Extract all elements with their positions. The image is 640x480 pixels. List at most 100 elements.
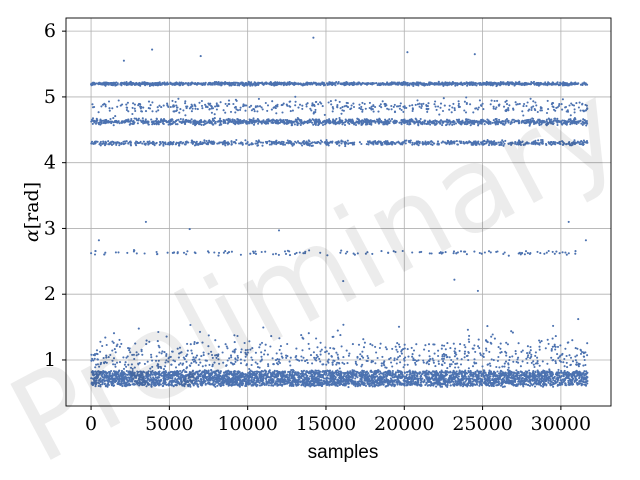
data-point bbox=[411, 353, 414, 356]
data-point bbox=[385, 348, 388, 351]
data-point bbox=[530, 361, 533, 364]
data-point bbox=[400, 350, 403, 353]
data-point bbox=[551, 359, 554, 362]
data-point bbox=[483, 369, 486, 372]
data-point bbox=[403, 343, 406, 346]
data-point bbox=[488, 350, 491, 353]
data-point bbox=[366, 377, 369, 380]
data-point bbox=[476, 380, 479, 383]
data-point bbox=[443, 375, 446, 378]
data-point bbox=[292, 369, 295, 372]
data-point bbox=[560, 374, 563, 378]
data-point bbox=[427, 349, 430, 353]
data-point bbox=[529, 345, 532, 349]
data-point bbox=[375, 379, 378, 382]
data-point bbox=[502, 380, 505, 383]
data-point bbox=[499, 347, 502, 350]
data-point bbox=[441, 353, 444, 357]
data-point bbox=[324, 351, 327, 354]
data-point bbox=[565, 354, 568, 358]
data-point bbox=[315, 353, 318, 357]
data-point bbox=[398, 383, 401, 386]
data-point bbox=[342, 371, 346, 374]
data-point bbox=[396, 358, 399, 361]
data-point bbox=[541, 360, 544, 363]
data-point bbox=[547, 342, 550, 345]
data-point bbox=[263, 383, 266, 387]
data-point bbox=[526, 345, 529, 348]
data-point bbox=[454, 347, 457, 350]
data-point bbox=[437, 354, 440, 358]
data-point bbox=[464, 346, 467, 349]
data-point bbox=[293, 374, 296, 377]
data-point bbox=[552, 378, 555, 382]
data-point bbox=[394, 345, 397, 348]
data-point bbox=[573, 374, 576, 377]
data-point bbox=[547, 249, 550, 253]
data-point bbox=[476, 383, 479, 386]
data-point bbox=[510, 376, 513, 379]
data-point bbox=[403, 357, 406, 360]
data-point bbox=[489, 382, 492, 385]
data-point bbox=[414, 383, 417, 386]
data-point bbox=[313, 377, 316, 380]
data-point bbox=[383, 375, 386, 379]
data-point bbox=[572, 371, 575, 374]
data-point bbox=[418, 354, 421, 357]
data-point bbox=[413, 377, 416, 380]
data-point bbox=[518, 376, 521, 379]
data-point bbox=[438, 381, 441, 384]
data-point bbox=[556, 345, 560, 348]
data-point bbox=[459, 384, 463, 387]
data-point bbox=[383, 360, 386, 363]
data-point bbox=[583, 370, 586, 373]
data-point bbox=[186, 250, 189, 253]
data-point bbox=[456, 357, 459, 360]
data-point bbox=[442, 371, 445, 374]
data-point bbox=[480, 379, 483, 382]
data-point bbox=[282, 373, 285, 376]
data-point bbox=[361, 363, 364, 366]
data-point bbox=[578, 374, 581, 377]
data-point bbox=[565, 361, 568, 364]
data-point bbox=[356, 356, 359, 359]
data-point bbox=[402, 375, 405, 378]
data-point bbox=[423, 380, 426, 383]
data-point bbox=[421, 372, 424, 375]
data-point bbox=[324, 370, 327, 373]
data-point bbox=[483, 380, 486, 383]
data-point bbox=[353, 373, 356, 377]
data-point bbox=[307, 380, 310, 383]
data-point bbox=[516, 377, 519, 380]
data-point bbox=[546, 338, 549, 341]
data-point bbox=[329, 346, 332, 350]
data-point bbox=[356, 376, 359, 379]
data-point bbox=[560, 369, 563, 372]
data-point bbox=[269, 376, 272, 379]
data-point bbox=[319, 370, 322, 373]
data-point bbox=[351, 372, 354, 375]
data-point bbox=[444, 384, 447, 387]
data-point bbox=[485, 349, 488, 352]
data-point bbox=[452, 342, 455, 345]
data-point bbox=[529, 349, 532, 352]
data-point bbox=[351, 343, 354, 346]
data-point bbox=[354, 377, 357, 380]
data-point bbox=[273, 383, 276, 386]
data-point bbox=[466, 372, 469, 375]
data-point bbox=[367, 357, 370, 360]
data-point bbox=[514, 384, 517, 387]
data-point bbox=[90, 377, 93, 380]
data-point bbox=[511, 331, 514, 334]
data-point bbox=[354, 370, 357, 373]
data-point bbox=[469, 377, 472, 380]
data-point bbox=[528, 369, 531, 372]
data-point bbox=[583, 376, 586, 379]
data-point bbox=[328, 380, 331, 383]
data-point bbox=[533, 377, 536, 381]
data-point bbox=[432, 361, 435, 364]
data-point bbox=[330, 383, 333, 387]
data-point bbox=[305, 370, 309, 373]
data-point bbox=[496, 370, 499, 373]
data-point bbox=[389, 377, 392, 380]
